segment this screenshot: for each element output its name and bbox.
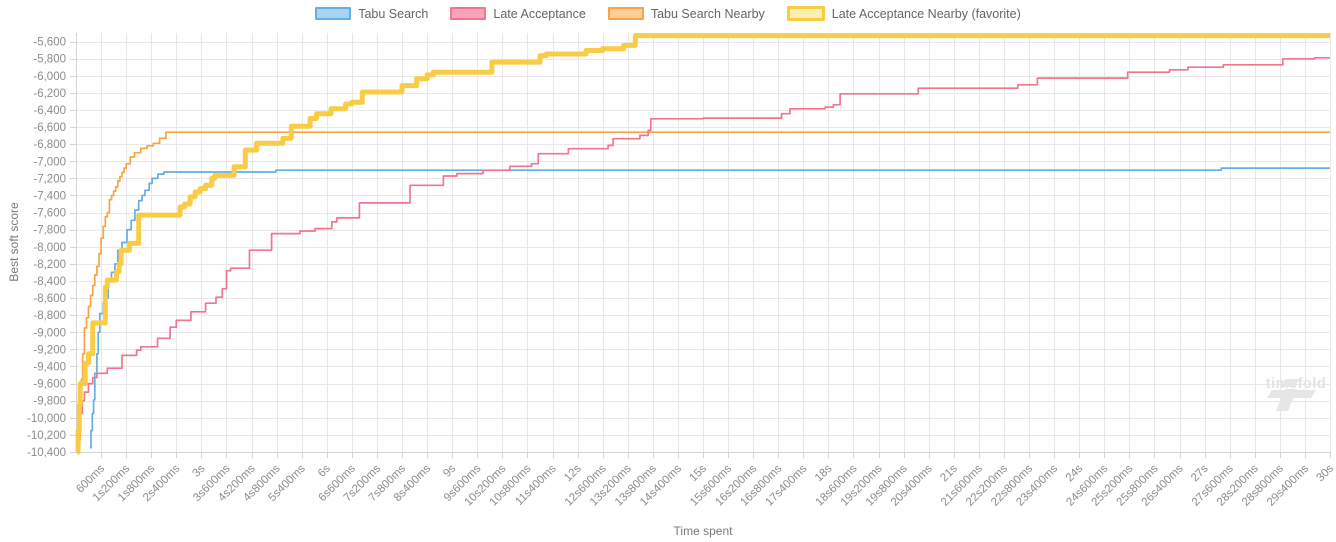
legend-item-late-acceptance[interactable]: Late Acceptance (450, 6, 586, 21)
svg-text:-8,200: -8,200 (33, 259, 66, 271)
svg-text:-5,800: -5,800 (33, 54, 66, 66)
series-tabu-search-nearby[interactable] (78, 131, 1330, 441)
svg-text:-10,400: -10,400 (27, 447, 66, 459)
gridlines (76, 33, 1331, 453)
svg-text:-9,200: -9,200 (33, 344, 66, 356)
series-late-acceptance[interactable] (78, 56, 1330, 436)
svg-text:-7,600: -7,600 (33, 208, 66, 220)
svg-text:-5,600: -5,600 (33, 37, 66, 49)
series-tabu-search[interactable] (89, 167, 1330, 449)
y-axis-tick-labels: -5,600 -5,800 -6,000 -6,200 -6,400 -6,600 -6,8… (27, 37, 66, 459)
svg-text:-10,000: -10,000 (27, 413, 66, 425)
svg-text:-8,600: -8,600 (33, 293, 66, 305)
svg-text:-9,000: -9,000 (33, 327, 66, 339)
svg-text:-6,400: -6,400 (33, 105, 66, 117)
svg-text:-7,200: -7,200 (33, 173, 66, 185)
svg-text:6s: 6s (316, 462, 333, 479)
legend-label: Late Acceptance Nearby (favorite) (831, 6, 1021, 21)
legend-item-late-acceptance-nearby[interactable]: Late Acceptance Nearby (favorite) (786, 6, 1021, 21)
legend-item-tabu-search-nearby[interactable]: Tabu Search Nearby (607, 6, 765, 21)
legend-item-tabu-search[interactable]: Tabu Search (315, 7, 428, 21)
svg-text:-8,800: -8,800 (33, 310, 66, 322)
svg-text:-6,800: -6,800 (33, 139, 66, 151)
svg-text:-10,200: -10,200 (27, 430, 66, 442)
legend-swatch-late-acceptance-nearby (786, 6, 825, 21)
legend-label: Late Acceptance (493, 6, 586, 21)
legend-swatch-tabu-search-nearby (607, 7, 644, 20)
axis-lines (70, 33, 1331, 458)
legend-swatch-tabu-search (315, 7, 352, 20)
svg-text:3s: 3s (190, 462, 207, 479)
svg-text:9s: 9s (441, 462, 458, 479)
legend-label: Tabu Search Nearby (650, 6, 765, 21)
svg-text:-6,000: -6,000 (33, 71, 66, 83)
series-late-acceptance-nearby[interactable] (75, 33, 1330, 455)
legend-swatch-late-acceptance (450, 7, 487, 20)
svg-text:-9,600: -9,600 (33, 379, 66, 391)
svg-text:-7,000: -7,000 (33, 156, 66, 168)
legend-label: Tabu Search (358, 6, 429, 21)
svg-text:-7,800: -7,800 (33, 225, 66, 237)
chart-legend: Tabu Search Late Acceptance Tabu Search … (0, 6, 1336, 21)
svg-text:-6,600: -6,600 (33, 122, 66, 134)
y-axis-title: Best soft score (7, 202, 21, 282)
svg-text:-7,400: -7,400 (33, 190, 66, 202)
svg-text:-8,000: -8,000 (33, 242, 66, 254)
x-axis-title: Time spent (673, 524, 733, 538)
svg-text:-6,200: -6,200 (33, 88, 66, 100)
svg-text:-9,400: -9,400 (33, 361, 66, 373)
svg-text:-9,800: -9,800 (33, 396, 66, 408)
svg-text:30s: 30s (1315, 462, 1336, 484)
svg-text:-8,400: -8,400 (33, 276, 66, 288)
